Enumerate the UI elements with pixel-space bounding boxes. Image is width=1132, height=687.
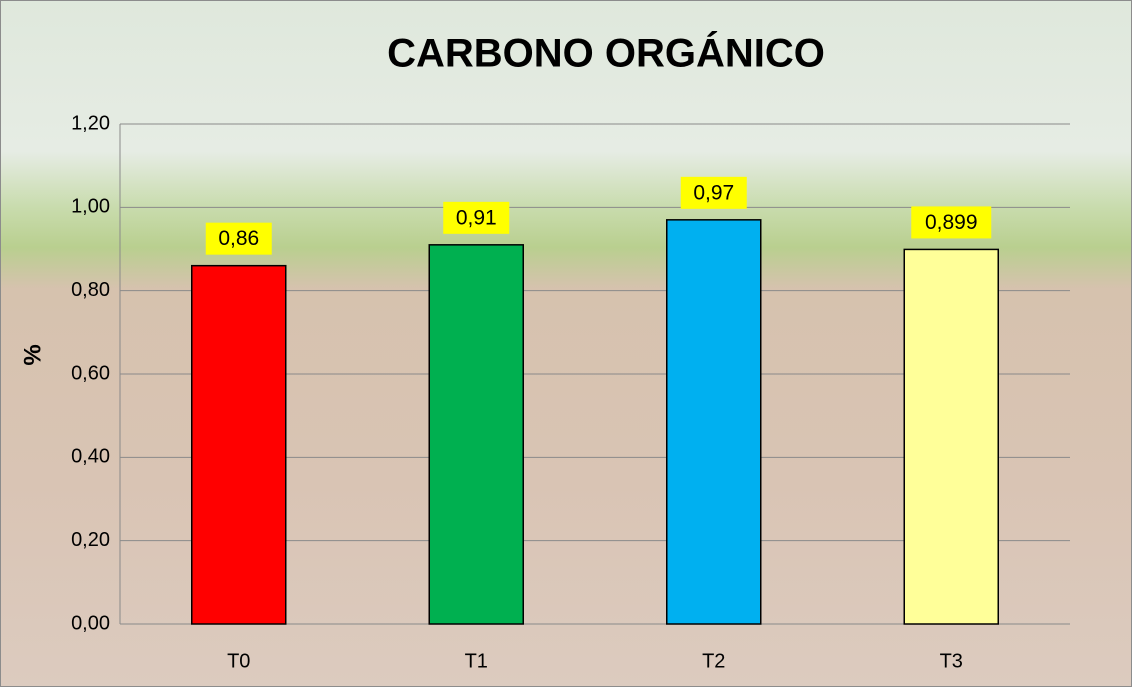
- x-tick-label: T0: [227, 650, 250, 672]
- y-tick-label: 1,20: [71, 112, 110, 134]
- bar: [666, 219, 762, 625]
- x-tick-label: T2: [702, 650, 725, 672]
- x-tick-label: T1: [465, 650, 488, 672]
- value-label: 0,86: [218, 227, 259, 250]
- value-label-background: [911, 206, 992, 239]
- value-label: 0,97: [693, 181, 734, 204]
- value-label-background: [205, 222, 272, 255]
- bar: [191, 264, 287, 625]
- y-tick-label: 0,60: [71, 362, 110, 384]
- y-tick-label: 1,00: [71, 196, 110, 218]
- y-tick-label: 0,00: [71, 612, 110, 634]
- y-tick-label: 0,40: [71, 446, 110, 468]
- value-label-background: [443, 201, 510, 234]
- bar: [903, 248, 999, 625]
- bar: [428, 244, 524, 625]
- value-label: 0,91: [456, 206, 497, 229]
- chart-title: CARBONO ORGÁNICO: [387, 31, 825, 76]
- x-tick-label: T3: [940, 650, 963, 672]
- value-label-background: [680, 176, 747, 209]
- y-tick-label: 0,80: [71, 279, 110, 301]
- y-tick-label: 0,20: [71, 529, 110, 551]
- value-label: 0,899: [925, 211, 978, 234]
- y-axis-label: %: [19, 344, 46, 365]
